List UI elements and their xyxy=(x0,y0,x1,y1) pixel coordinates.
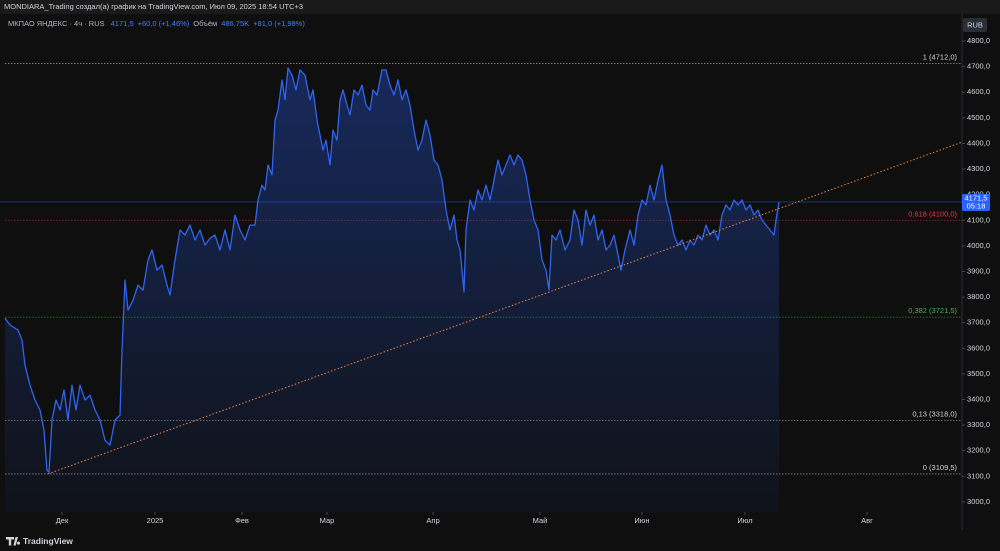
volume: 486,75K xyxy=(221,19,249,28)
level-label: 0 (3109,5) xyxy=(923,463,958,472)
price-line xyxy=(4,67,780,473)
logo xyxy=(5,537,21,546)
currency-button[interactable] xyxy=(963,18,987,32)
y-tick-label: 3900,0 xyxy=(967,266,990,275)
y-tick-label: 4300,0 xyxy=(967,164,990,173)
plot-area xyxy=(0,63,963,513)
last-value: 4171,5 xyxy=(111,19,134,28)
legend: МКПАО ЯНДЕКС · 4ч · RUS 4171,5 +60,0 (+1… xyxy=(8,19,305,28)
volume-label: Объём xyxy=(193,19,217,28)
price-badge-time: 05:18 xyxy=(967,201,986,210)
x-tick-label: Июл xyxy=(737,516,752,525)
y-tick-label: 3600,0 xyxy=(967,343,990,352)
y-tick-label: 3100,0 xyxy=(967,471,990,480)
y-tick-label: 4400,0 xyxy=(967,138,990,147)
price-badge-value: 4171,5 xyxy=(965,193,988,202)
y-tick-label: 3800,0 xyxy=(967,292,990,301)
x-tick-label: Мар xyxy=(320,516,335,525)
volume-change: +81,0 (+1,98%) xyxy=(253,19,305,28)
currency-label[interactable]: RUB xyxy=(967,20,983,29)
y-tick-label: 3000,0 xyxy=(967,497,990,506)
price-badge xyxy=(962,193,990,211)
y-tick-label: 3500,0 xyxy=(967,369,990,378)
x-tick-label: 2025 xyxy=(147,516,164,525)
level-label: 0,382 (3721,5) xyxy=(908,306,957,315)
header-text: MONDIARA_Trading создал(а) график на Tra… xyxy=(4,2,303,11)
footer-bar xyxy=(0,530,1000,551)
y-tick-label: 3400,0 xyxy=(967,395,990,404)
y-tick-label: 3300,0 xyxy=(967,420,990,429)
y-tick-label: 4000,0 xyxy=(967,241,990,250)
x-tick-label: Апр xyxy=(426,516,439,525)
symbol: МКПАО ЯНДЕКС · 4ч · RUS xyxy=(8,19,105,28)
change: +60,0 (+1,46%) xyxy=(138,19,190,28)
x-tick-label: Фев xyxy=(235,516,249,525)
trendline xyxy=(47,141,963,475)
y-tick-label: 3200,0 xyxy=(967,446,990,455)
y-tick-label: 4700,0 xyxy=(967,62,990,71)
y-tick-label: 4800,0 xyxy=(967,36,990,45)
y-tick-label: 4600,0 xyxy=(967,87,990,96)
level-label: 0,618 (4100,0) xyxy=(908,209,957,218)
y-tick-label: 4500,0 xyxy=(967,113,990,122)
header-bar xyxy=(0,0,1000,14)
level-label: 1 (4712,0) xyxy=(923,53,958,62)
y-tick-label: 4100,0 xyxy=(967,215,990,224)
level-label: 0,13 (3318,0) xyxy=(912,410,957,419)
x-tick-label: Дек xyxy=(56,516,69,525)
x-tick-label: Июн xyxy=(634,516,649,525)
x-tick-label: Май xyxy=(533,516,548,525)
x-tick-label: Авг xyxy=(861,516,873,525)
y-tick-label: 3700,0 xyxy=(967,318,990,327)
brand: TradingView xyxy=(23,536,73,546)
price-area xyxy=(5,67,779,513)
